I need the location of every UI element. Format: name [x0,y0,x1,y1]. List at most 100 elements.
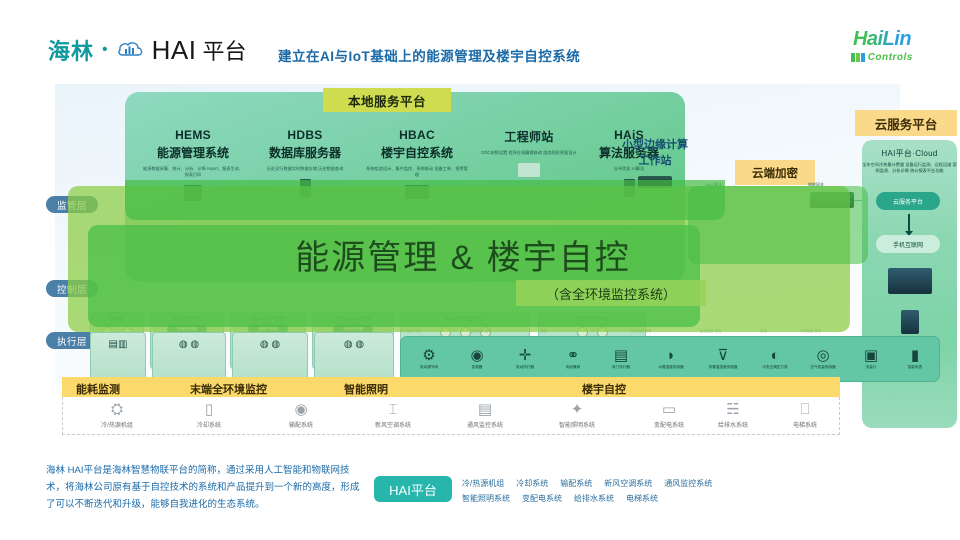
laptop-icon [887,268,932,294]
overlay-title: 能源管理 & 楼宇自控 [295,238,631,277]
pressure-gauge-icon: ◐ [770,347,780,364]
overlay-inner-panel [88,225,700,327]
system-name: 给排水系统 [574,494,614,503]
col-name: 能源管理系统 [156,146,229,160]
execution-layer-strip: ⚙ 电动调节阀 ◉ 变频器 ✛ 电动执行器 ⚭ 电动蝶阀 ▤ 风门执行器 ◗ 水… [90,328,940,384]
system-icon-cell: ⎕ 电梯系统 [769,401,841,429]
exec-device: ⚙ 电动调节阀 [407,347,451,370]
system-label: 变配电系统 [653,423,684,429]
category-smart-lighting: 智能照明 [344,384,388,396]
system-name: 智能照明系统 [462,494,510,503]
exec-device: ⊽ 风管温湿度传感器 [701,347,745,370]
system-label: 新风空调系统 [374,423,411,429]
col-code: HBAC [399,128,435,142]
exec-block: ◍ ◍ [314,332,394,384]
system-label: 给排水系统 [717,423,748,429]
cloud-panel-desc: 全年空间冷热量计费量 设备运行监测、远程运维 案例监测、分析诊断 统计报表平台功… [862,162,957,173]
device-label: 电动调节阀 [420,365,438,369]
brand-name-top: HaiLin [822,28,942,51]
system-icon-cell: ▯ 冷却系统 [173,401,245,429]
lighting-icon: ✦ [570,401,584,418]
system-icon-row: ⛭ 冷/热源机组 ▯ 冷却系统 ◉ 输配系统 ⌶ 新风空调系统 ▤ 通风监控系统… [62,397,840,435]
power-distribution-icon: ▭ [661,401,677,418]
system-label: 冷/热源机组 [101,423,133,429]
ddc-cluster-icon: ◍ ◍ [259,339,281,350]
logo-brand-cn: 海林 [48,39,95,64]
system-name: 冷却系统 [516,479,549,488]
edge-label-line2: 工作站 [638,155,672,167]
category-terminal-env: 末端全环境监控 [190,384,267,396]
brand-bars-icon [851,53,865,62]
ahu-icon: ⌶ [388,401,398,418]
mobile-internet-badge: 手机互联网 [876,235,940,253]
execution-device-band: ⚙ 电动调节阀 ◉ 变频器 ✛ 电动执行器 ⚭ 电动蝶阀 ▤ 风门执行器 ◗ 水… [400,336,940,382]
system-icon-cell: ◉ 输配系统 [265,401,337,429]
exec-device: ◉ 变频器 [455,347,499,370]
product-logo: 海林 • HAI 平台 [48,34,246,66]
brand-name-bottom: Controls [867,52,913,63]
down-arrow-icon [905,214,912,236]
device-label: 风门执行器 [612,365,630,369]
supervision-col-engineer: 工程师站 DDC参数设置 程序在线编辑修改 组态图形界面设计 [477,128,581,177]
exec-device: ◗ 水管温度传感器 [649,347,693,370]
device-label: 电动执行器 [516,365,534,369]
smart-meter-icon: ▮ [910,347,920,364]
device-label: 水管温度传感器 [658,365,684,369]
layer-pill-execution: 执行层 [46,332,98,349]
controller-cluster-icon: ◍ ◍ [178,339,200,350]
col-name: 楼宇自控系统 [380,146,453,160]
logo-separator-dot: • [102,41,108,58]
overlay-right-panel [688,186,868,264]
exec-device: ◐ 中央空调压力表 [753,347,797,370]
logo-platform-text: 平台 [202,39,247,64]
exec-device: ✛ 电动执行器 [503,347,547,370]
col-desc: 历史运行数据实时数据存储 历史数据查询 [266,166,344,171]
air-quality-sensor-icon: ◎ [816,347,830,364]
cloud-platform-panel: HAI平台·Cloud 全年空间冷热量计费量 设备运行监测、远程运维 案例监测、… [862,140,957,428]
exec-device: ◎ 空气质量传感器 [801,347,845,370]
system-label: 冷却系统 [196,423,221,429]
cloud-chart-icon [116,38,146,62]
system-icon-cell: ☵ 给排水系统 [697,401,769,429]
col-desc: 系统组态设计、集中监控、系统联动 设备工单、报警管理 [366,166,468,177]
water-supply-icon: ☵ [726,401,740,418]
col-name: 算法服务器 [598,146,659,160]
system-name: 冷/热源机组 [462,479,505,488]
meter-cluster-icon: ▤▥ [108,339,128,350]
execution-left-blocks: ▤▥ ◍ ◍ ◍ ◍ ◍ ◍ [90,332,394,384]
system-list-row-1: 冷/热源机组 冷却系统 输配系统 新风空调系统 通风监控系统 [462,476,792,491]
cloud-encrypt-tag: 云端加密 [735,160,815,185]
category-building-automation: 楼宇自控 [582,384,626,396]
category-energy-monitor: 能耗监测 [76,384,120,396]
system-label: 电梯系统 [792,423,817,429]
device-label: 变频器 [471,365,483,369]
elevator-icon: ⎕ [800,401,810,418]
col-code: HDBS [287,128,323,142]
category-bar: 能耗监测 末端全环境监控 智能照明 楼宇自控 [62,377,840,397]
device-label: 流量计 [865,365,877,369]
hai-platform-button[interactable]: HAI平台 [374,476,452,502]
logo-hai-text: HAI [151,34,197,65]
butterfly-valve-icon: ⚭ [566,347,580,364]
overlay-top-band [125,180,725,220]
col-name: 数据库服务器 [268,146,341,160]
cloud-service-badge: 云服务平台 [876,192,940,210]
cooling-tower-icon: ▯ [204,401,214,418]
gateway-label: 物联网关 [808,182,824,187]
edge-label-line1: 小型边缘计算 [622,139,688,151]
exec-block: ◍ ◍ [152,332,226,384]
system-icon-cell: ✦ 智能照明系统 [541,401,613,429]
exec-block: ▤▥ [90,332,146,384]
system-label: 智能照明系统 [558,423,595,429]
device-label: 智能电表 [907,365,923,369]
col-desc: 自寻优化 AI算法 [613,166,645,171]
inverter-icon: ◉ [470,347,484,364]
system-name: 变配电系统 [522,494,562,503]
exec-device: ⚭ 电动蝶阀 [551,347,595,370]
duct-sensor-icon: ⊽ [717,347,729,364]
footer-paragraph: 海林 HAI平台是海林智慧物联平台的简称，通过采用人工智能和物联网技术，将海林公… [46,465,360,510]
flow-meter-icon: ▣ [863,347,879,364]
system-name: 输配系统 [560,479,593,488]
system-list-row-2: 智能照明系统 变配电系统 给排水系统 电梯系统 [462,491,792,506]
